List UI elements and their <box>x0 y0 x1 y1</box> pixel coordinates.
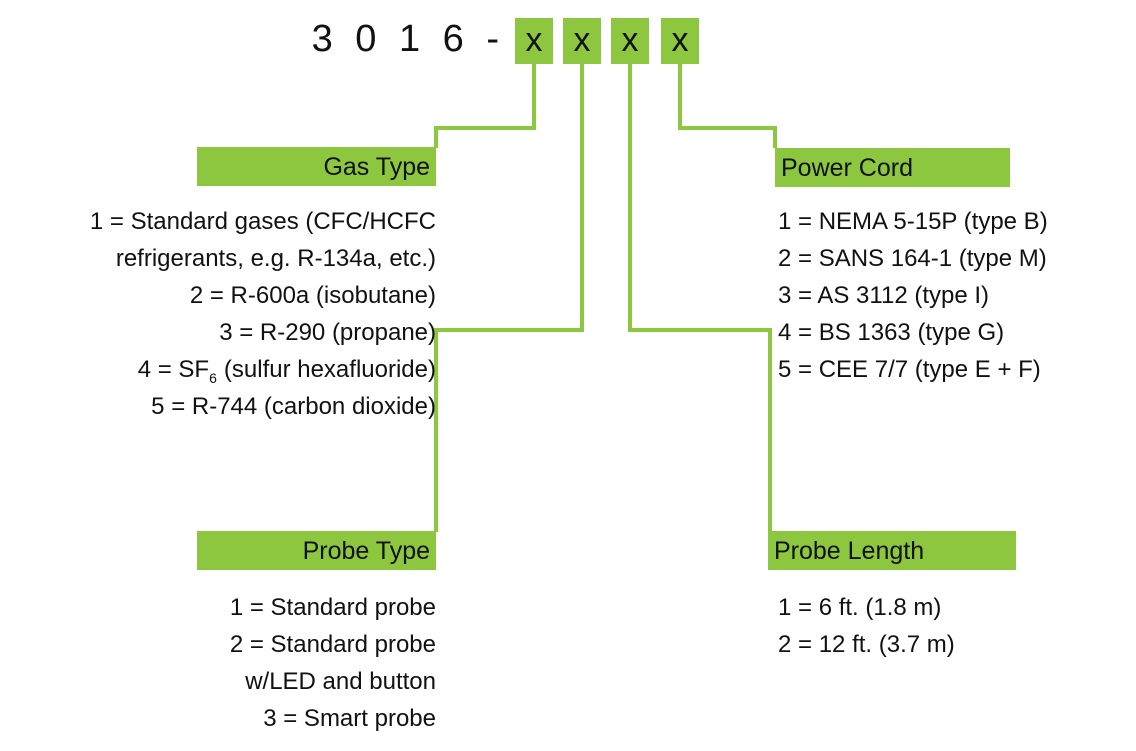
option-line: refrigerants, e.g. R-134a, etc.) <box>115 245 436 272</box>
option-line: 1 = Standard probe <box>229 594 436 621</box>
group-title: Probe Type <box>197 531 436 570</box>
option-line: 2 = R-600a (isobutane) <box>189 282 436 309</box>
option-line: 5 = R-744 (carbon dioxide) <box>151 393 436 420</box>
group-title: Gas Type <box>197 147 436 186</box>
option-line: 1 = 6 ft. (1.8 m) <box>778 594 942 621</box>
option-line: 3 = Smart probe <box>263 705 436 732</box>
code-slot: x <box>563 18 601 64</box>
option-line: 2 = 12 ft. (3.7 m) <box>778 631 955 658</box>
option-line: 2 = Standard probe <box>229 631 436 658</box>
group-title: Power Cord <box>775 148 1010 187</box>
option-line: w/LED and button <box>245 668 436 695</box>
connector <box>628 64 772 532</box>
option-line: 3 = R-290 (propane) <box>219 319 436 346</box>
code-prefix: 3 0 1 6 - <box>311 18 505 60</box>
code-slot: x <box>611 18 649 64</box>
option-line: 2 = SANS 164-1 (type M) <box>778 245 1047 272</box>
option-line: 3 = AS 3112 (type I) <box>778 282 990 309</box>
option-line: 1 = Standard gases (CFC/HCFC <box>89 208 436 235</box>
group-title: Probe Length <box>768 531 1016 570</box>
option-line: 4 = SF6 (sulfur hexafluoride) <box>138 355 436 393</box>
option-line: 4 = BS 1363 (type G) <box>778 319 1005 346</box>
option-text: 4 = SF <box>137 356 210 383</box>
connector <box>678 64 777 148</box>
code-slot: x <box>515 18 553 64</box>
option-line: 1 = NEMA 5-15P (type B) <box>778 208 1048 235</box>
subscript: 6 <box>209 369 217 386</box>
connector <box>434 64 536 148</box>
code-slot: x <box>661 18 699 64</box>
option-line: 5 = CEE 7/7 (type E + F) <box>778 356 1041 383</box>
option-text: (sulfur hexafluoride) <box>223 356 436 383</box>
connector <box>434 64 584 532</box>
